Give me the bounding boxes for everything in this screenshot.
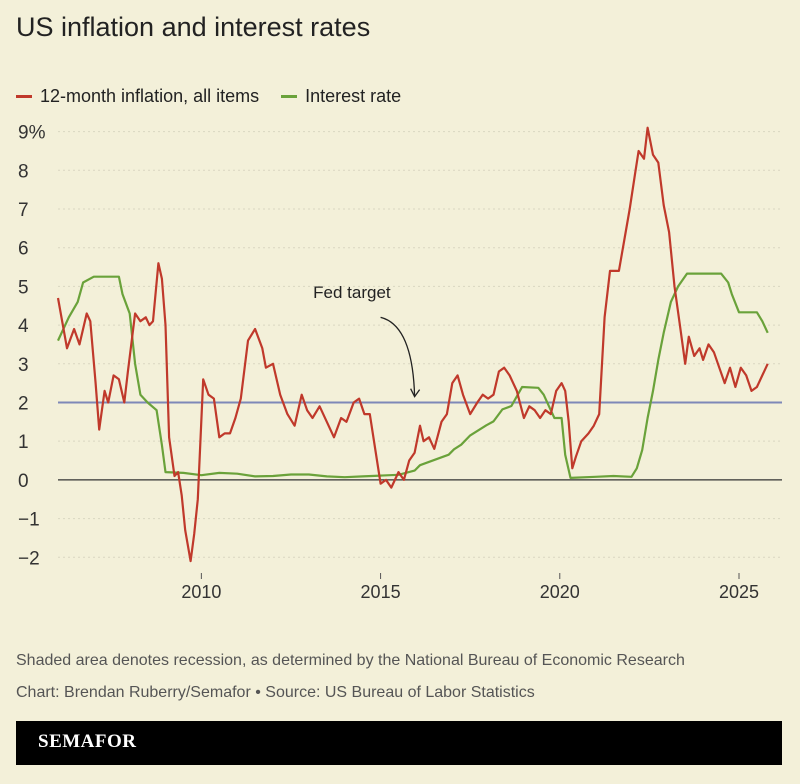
y-tick-label: 6 <box>18 239 29 260</box>
y-tick-label: 1 <box>18 432 29 453</box>
y-tick-label: −1 <box>18 510 40 531</box>
x-tick-label: 2025 <box>719 582 759 602</box>
legend-item-interest: Interest rate <box>281 86 401 107</box>
brand-logo: SEMAFOR <box>38 731 137 752</box>
legend-label-interest: Interest rate <box>305 86 402 106</box>
y-tick-label: 9% <box>18 123 46 144</box>
chart-title: US inflation and interest rates <box>16 12 371 42</box>
x-tick-label: 2010 <box>181 582 221 602</box>
brand-bar: SEMAFOR <box>16 721 782 765</box>
legend-label-inflation: 12-month inflation, all items <box>40 86 260 106</box>
y-tick-label: 3 <box>18 355 29 376</box>
inflation-series-line <box>56 126 769 563</box>
interest-rate-series-line <box>57 272 769 479</box>
y-tick-label: 5 <box>18 277 29 298</box>
y-tick-label: 7 <box>18 200 29 221</box>
y-tick-label: 8 <box>18 161 29 182</box>
credit-note: Chart: Brendan Ruberry/Semafor • Source:… <box>16 684 535 701</box>
y-tick-label: 0 <box>18 471 29 492</box>
x-tick-label: 2020 <box>540 582 580 602</box>
y-tick-label: −2 <box>18 548 40 569</box>
fed-target-arrow <box>380 316 416 397</box>
legend-swatch-inflation <box>16 95 32 98</box>
legend: 12-month inflation, all items Interest r… <box>16 86 401 107</box>
y-tick-label: 4 <box>18 316 29 337</box>
legend-item-inflation: 12-month inflation, all items <box>16 86 259 107</box>
x-tick-label: 2015 <box>361 582 401 602</box>
plot-area: −2 −1 0 1 2 3 4 5 6 7 8 9% 2010 2015 2020 2025 Fed targ… <box>18 123 782 602</box>
fed-target-arrowhead <box>410 388 421 398</box>
y-tick-label: 2 <box>18 393 29 414</box>
legend-swatch-interest <box>281 95 298 98</box>
recession-note: Shaded area denotes recession, as determ… <box>16 652 685 669</box>
fed-target-label: Fed target <box>313 283 391 302</box>
